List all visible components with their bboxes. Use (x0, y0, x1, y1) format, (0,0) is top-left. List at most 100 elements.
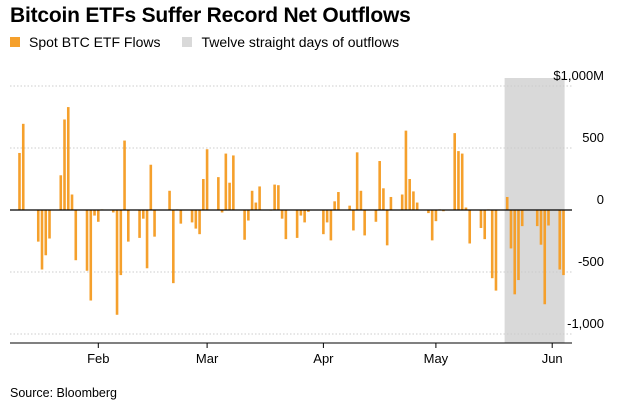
flow-bar (179, 210, 183, 224)
flow-bar (385, 210, 389, 246)
flow-bar (18, 152, 21, 210)
flow-bar (138, 210, 141, 238)
flow-bar (348, 205, 351, 210)
flow-bar (468, 210, 472, 244)
flow-bar (70, 194, 74, 210)
flow-bar (228, 182, 231, 210)
flow-bar (277, 185, 280, 210)
flow-bar (509, 210, 513, 249)
flow-bar (119, 210, 123, 276)
flow-bar (352, 210, 355, 231)
flow-bar (415, 202, 419, 210)
flow-bar (258, 186, 261, 210)
legend-item-outflow-period: Twelve straight days of outflows (182, 34, 399, 50)
x-tick-label: Jun (542, 351, 563, 366)
flow-bar (427, 210, 430, 214)
flow-bar (325, 210, 329, 223)
flow-bar (505, 196, 509, 210)
flow-bar (307, 210, 310, 212)
flow-bar (295, 210, 299, 238)
flow-bar (337, 192, 340, 210)
y-tick-label: 0 (597, 192, 604, 207)
flow-bar (400, 194, 404, 210)
flow-bar (142, 210, 145, 219)
y-tick-label: 500 (582, 130, 604, 145)
flow-bar (232, 155, 235, 210)
flow-bar (250, 190, 254, 210)
flow-bar (63, 119, 66, 210)
flow-bar (284, 210, 288, 240)
flow-bar (329, 210, 333, 241)
legend-label-outflow-period: Twelve straight days of outflows (201, 34, 400, 50)
flow-bar (513, 210, 517, 295)
legend-swatch-outflow-period (182, 37, 193, 47)
flow-bar (562, 210, 565, 276)
legend-swatch-flows (10, 37, 20, 47)
flow-bar (539, 210, 543, 245)
x-tick-label: Mar (196, 351, 219, 366)
flow-bar (535, 210, 539, 227)
flow-bar (247, 210, 250, 221)
flow-bar (464, 207, 468, 210)
flow-bar (21, 123, 25, 210)
flow-bar (217, 177, 220, 210)
x-tick-label: Apr (313, 351, 334, 366)
flow-bar (66, 107, 70, 210)
flow-bar (490, 210, 494, 279)
flow-bar (85, 210, 89, 271)
flow-bar (44, 210, 48, 256)
flow-bar (220, 210, 224, 213)
flow-bar (408, 179, 411, 210)
flow-bar (127, 210, 130, 242)
flow-bar (123, 140, 126, 210)
flow-bar (89, 210, 93, 301)
legend: Spot BTC ETF Flows Twelve straight days … (10, 34, 421, 50)
flow-bar (494, 210, 498, 291)
flow-bar (145, 210, 149, 269)
flow-bar (280, 210, 284, 219)
flow-bar (254, 202, 258, 210)
flow-bar (111, 210, 115, 213)
flow-bar (374, 210, 378, 222)
legend-label-flows: Spot BTC ETF Flows (29, 34, 161, 50)
source-note: Source: Bloomberg (10, 386, 118, 400)
flow-bar (149, 164, 153, 210)
legend-item-flows: Spot BTC ETF Flows (10, 34, 160, 50)
flow-bar (363, 210, 366, 236)
flow-bar (547, 210, 550, 226)
flow-bar (273, 184, 276, 210)
flow-bar (115, 210, 119, 315)
y-tick-label: $1,000M (553, 68, 604, 83)
x-tick-label: Feb (87, 351, 109, 366)
flow-bar (194, 210, 198, 229)
flow-bar (434, 210, 438, 222)
y-tick-label: -1,000 (567, 316, 604, 331)
flow-bar (198, 210, 201, 235)
flow-bar (59, 175, 63, 210)
flow-bar (558, 210, 562, 270)
flow-bar (404, 130, 408, 210)
flow-bar (483, 210, 487, 240)
flow-bar (355, 152, 359, 210)
flow-bar (36, 210, 40, 242)
flow-bar (153, 210, 156, 237)
flow-bar (322, 210, 325, 235)
flow-bar (299, 210, 303, 216)
x-tick-label: May (424, 351, 449, 366)
flow-bar (378, 161, 381, 210)
flow-bar (172, 210, 175, 284)
flow-bar (453, 133, 456, 210)
flow-bar (40, 210, 44, 270)
flow-bar (457, 151, 460, 210)
flow-bar (382, 188, 385, 210)
flow-bar (303, 210, 306, 223)
y-tick-label: -500 (578, 254, 604, 269)
flow-bar (333, 201, 336, 210)
flow-bar (96, 210, 100, 222)
flow-bar (74, 210, 78, 261)
flow-bar (243, 210, 246, 240)
flow-bar (430, 210, 434, 241)
flow-bar (168, 190, 171, 210)
flow-bar (205, 149, 209, 210)
flow-bar (202, 179, 205, 210)
